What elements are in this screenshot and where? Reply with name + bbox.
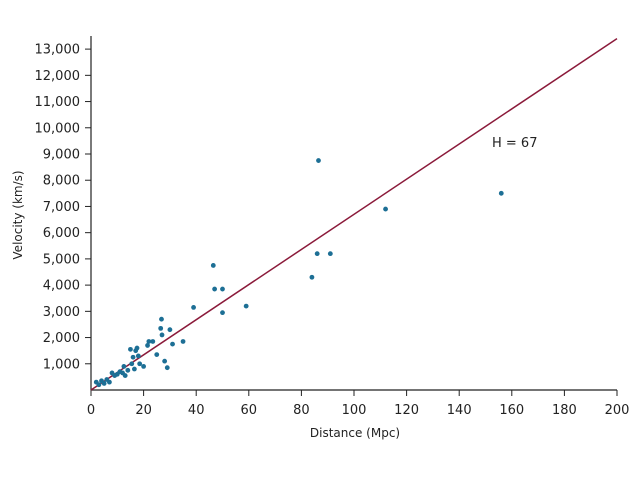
data-point — [130, 354, 136, 360]
data-point — [159, 332, 165, 338]
data-point — [167, 327, 173, 333]
x-tick-label: 60 — [241, 403, 258, 418]
y-tick-label: 4,000 — [43, 279, 80, 294]
data-point — [210, 263, 216, 268]
data-point — [134, 345, 140, 351]
y-tick-label: 10,000 — [35, 121, 81, 136]
y-axis-title: Velocity (km/s) — [11, 170, 25, 259]
data-point — [128, 346, 133, 352]
x-axis-ticks: 0 20 40 60 80 100 120 140 160 180 200 — [87, 390, 630, 418]
y-tick-label: 7,000 — [43, 200, 80, 215]
data-point — [154, 352, 160, 357]
data-point — [383, 206, 388, 212]
data-point — [164, 365, 170, 371]
data-point — [135, 353, 141, 359]
x-tick-label: 20 — [135, 403, 152, 418]
data-point — [125, 367, 131, 373]
x-tick-label: 200 — [605, 403, 630, 418]
data-point — [96, 382, 102, 388]
data-point — [137, 361, 143, 367]
y-tick-label: 13,000 — [35, 43, 81, 58]
y-tick-label: 9,000 — [43, 148, 80, 163]
x-tick-label: 180 — [552, 403, 577, 418]
x-tick-label: 0 — [87, 403, 95, 418]
data-point — [107, 379, 112, 385]
x-tick-label: 160 — [499, 403, 524, 418]
data-point — [170, 341, 175, 347]
data-point — [220, 310, 225, 316]
y-tick-label: 8,000 — [43, 174, 80, 189]
data-point — [145, 343, 150, 348]
x-axis-title: Distance (Mpc) — [310, 426, 400, 440]
x-tick-label: 100 — [342, 403, 367, 418]
data-point — [220, 286, 225, 292]
data-point — [159, 316, 164, 322]
y-tick-label: 11,000 — [35, 95, 81, 110]
x-tick-label: 120 — [394, 403, 419, 418]
x-tick-label: 80 — [293, 403, 310, 418]
x-tick-label: 140 — [447, 403, 472, 418]
data-point — [158, 325, 164, 331]
data-point — [243, 303, 249, 309]
data-points — [93, 158, 504, 388]
data-point — [162, 358, 168, 364]
data-point — [314, 251, 320, 257]
data-point — [131, 366, 137, 372]
hubble-fit-line — [90, 37, 618, 391]
data-point — [122, 373, 128, 378]
y-tick-label: 6,000 — [43, 226, 80, 241]
y-tick-label: 1,000 — [43, 357, 80, 372]
data-point — [141, 364, 147, 369]
hubble-constant-label: H = 67 — [492, 136, 537, 151]
y-axis-ticks: 1,000 2,000 3,000 4,000 5,000 6,000 7,000 8,000… — [35, 43, 91, 372]
data-point — [498, 190, 504, 196]
data-point — [101, 381, 107, 386]
data-point — [327, 251, 333, 257]
x-tick-label: 40 — [188, 403, 205, 418]
y-tick-label: 2,000 — [43, 331, 80, 346]
data-point — [212, 286, 218, 292]
y-tick-label: 3,000 — [43, 305, 80, 320]
data-point — [146, 339, 152, 344]
data-point — [129, 361, 135, 367]
data-point — [121, 364, 127, 369]
data-point — [191, 305, 196, 310]
y-tick-label: 12,000 — [35, 69, 81, 84]
data-point — [150, 339, 156, 344]
data-point — [180, 339, 186, 344]
data-point — [309, 274, 315, 280]
data-point — [316, 158, 321, 163]
y-tick-label: 5,000 — [43, 252, 80, 267]
